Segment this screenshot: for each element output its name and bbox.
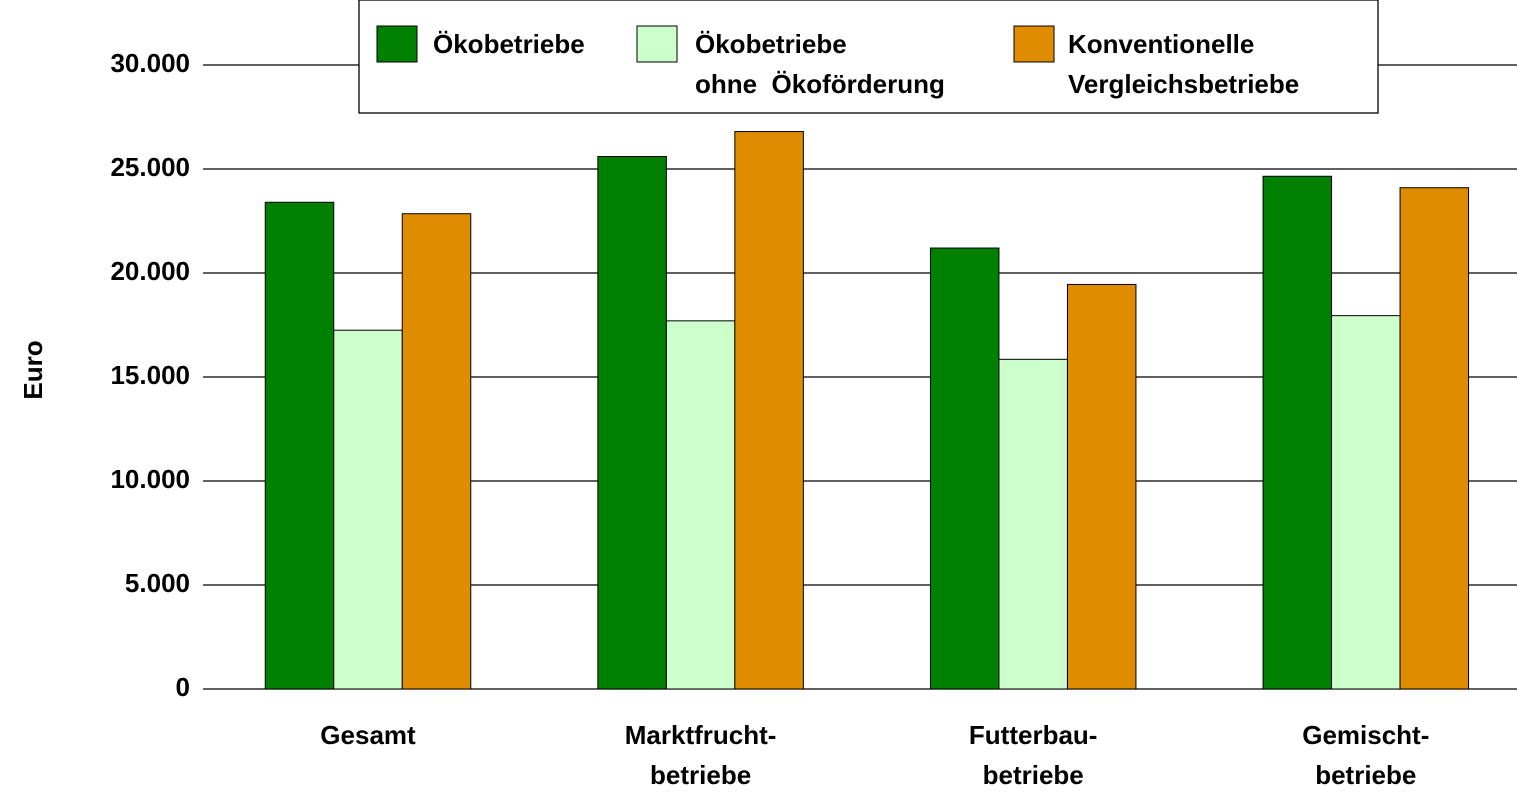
bar (1399, 187, 1470, 690)
bar (734, 131, 804, 690)
bar (929, 247, 1000, 690)
legend-label: Ökobetriebe (433, 29, 585, 59)
y-axis-label: Euro (18, 340, 48, 399)
x-tick-label: Gesamt (320, 720, 416, 750)
y-tick-label: 20.000 (110, 256, 190, 286)
bar (665, 320, 736, 690)
bar (264, 201, 335, 690)
y-tick-label: 30.000 (110, 48, 190, 78)
legend-swatch (636, 25, 678, 63)
legend-swatch (1013, 25, 1055, 63)
y-tick-label: 0 (176, 672, 190, 702)
legend-box (358, 0, 1379, 114)
x-tick-label: Marktfrucht-betriebe (625, 720, 777, 790)
y-tick-label: 5.000 (125, 568, 190, 598)
bar (597, 156, 667, 690)
bar (998, 358, 1068, 690)
y-tick-label: 15.000 (110, 360, 190, 390)
bar (401, 213, 472, 690)
y-tick-label: 10.000 (110, 464, 190, 494)
legend-swatch (376, 25, 418, 63)
legend-label: Konventionelle Vergleichsbetriebe (1068, 29, 1299, 99)
x-tick-label: Futterbau-betriebe (969, 720, 1098, 790)
legend-label: Ökobetriebe ohne Ökoförderung (695, 29, 945, 99)
x-tick-label: Gemischt-betriebe (1302, 720, 1429, 790)
bar (333, 329, 403, 690)
y-tick-label: 25.000 (110, 152, 190, 182)
bar (1066, 283, 1137, 690)
bar (1262, 175, 1333, 690)
bar (1331, 315, 1401, 690)
